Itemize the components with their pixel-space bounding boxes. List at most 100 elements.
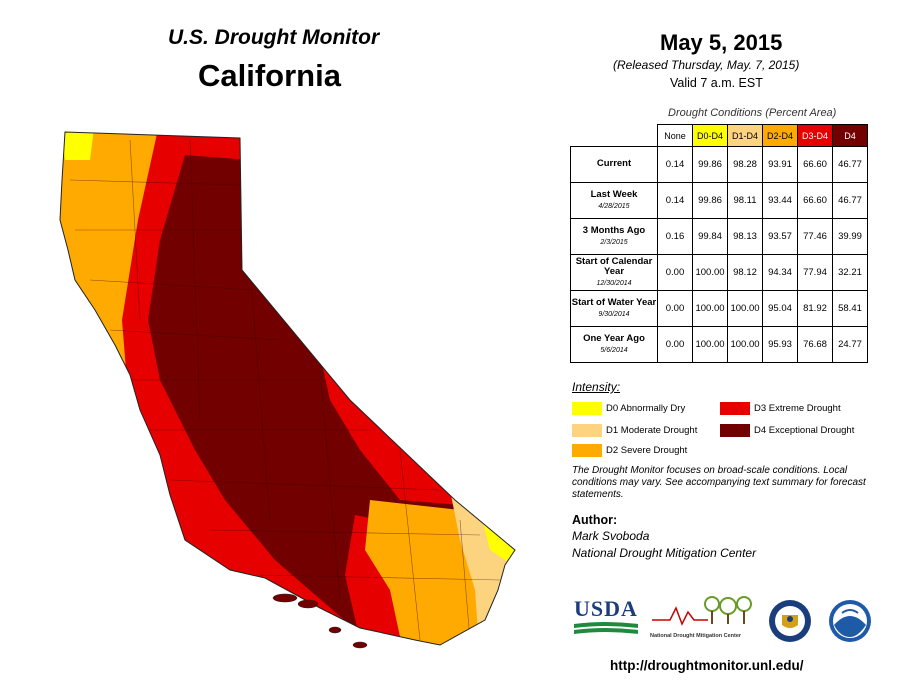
table-cell: 94.34 (762, 254, 798, 291)
usda-logo-text: USDA (574, 596, 638, 621)
table-caption: Drought Conditions (Percent Area) (668, 107, 837, 119)
legend-swatch (572, 402, 602, 415)
table-cell: 99.86 (692, 146, 728, 183)
legend-label: D3 Extreme Drought (754, 403, 841, 415)
legend-item-d0: D0 Abnormally Dry (572, 402, 685, 416)
table-cell: 93.57 (762, 218, 798, 255)
col-none: None (657, 124, 693, 147)
row-label: Start of Water Year (571, 296, 657, 308)
ndmc-logo-text: National Drought Mitigation Center (650, 633, 742, 639)
table-cell: 99.86 (692, 182, 728, 219)
table-cell: 0.00 (657, 326, 693, 363)
legend-title: Intensity: (572, 380, 621, 394)
noaa-logo-icon (829, 600, 871, 642)
release-date: (Released Thursday, May. 7, 2015) (613, 58, 800, 72)
table-cell: 32.21 (832, 254, 868, 291)
col-d4: D4 (832, 124, 868, 147)
state-title: California (198, 58, 341, 93)
table-row: One Year Ago 5/6/2014 0.00 100.00 100.00 … (570, 326, 868, 363)
row-label: Start of Calendar Year (575, 255, 653, 277)
row-label: Current (596, 157, 632, 169)
table-cell: 0.14 (657, 146, 693, 183)
table-cell: 98.12 (727, 254, 763, 291)
table-cell: 77.46 (797, 218, 833, 255)
channel-islands (272, 593, 368, 649)
table-cell: 98.28 (727, 146, 763, 183)
disclaimer-note: The Drought Monitor focuses on broad-sca… (572, 465, 866, 500)
legend-swatch (572, 424, 602, 437)
legend-item-d3: D3 Extreme Drought (720, 402, 841, 416)
table-cell: 100.00 (727, 326, 763, 363)
county-lines (69, 139, 501, 641)
legend-swatch (572, 444, 602, 457)
table-cell: 81.92 (797, 290, 833, 327)
table-row: Current 0.14 99.86 98.28 93.91 66.60 46.… (570, 146, 868, 183)
website-url[interactable]: http://droughtmonitor.unl.edu/ (610, 658, 804, 673)
table-row: Start of Calendar Year 12/30/2014 0.00 10… (570, 254, 868, 291)
table-cell: 93.44 (762, 182, 798, 219)
ndmc-trees-icon (652, 596, 752, 626)
author-org: National Drought Mitigation Center (572, 546, 757, 560)
row-date: 9/30/2014 (598, 310, 630, 318)
ndmc-logo: National Drought Mitigation Center (650, 594, 755, 642)
table-cell: 98.11 (727, 182, 763, 219)
table-cell: 100.00 (692, 254, 728, 291)
valid-time: Valid 7 a.m. EST (670, 76, 763, 90)
table-cell: 58.41 (832, 290, 868, 327)
table-cell: 66.60 (797, 182, 833, 219)
legend-label: D4 Exceptional Drought (754, 425, 855, 437)
table-cell: 0.14 (657, 182, 693, 219)
drought-conditions-table: None D0-D4 D1-D4 D2-D4 D3-D4 D4 Current … (570, 124, 868, 363)
table-cell: 39.99 (832, 218, 868, 255)
table-header-row: None D0-D4 D1-D4 D2-D4 D3-D4 D4 (571, 124, 868, 147)
table-cell: 76.68 (797, 326, 833, 363)
row-date: 4/28/2015 (598, 202, 630, 210)
usda-field-icon (574, 622, 638, 634)
table-cell: 93.91 (762, 146, 798, 183)
author-name: Mark Svoboda (572, 529, 650, 543)
usda-logo: USDA (574, 598, 638, 642)
table-cell: 0.00 (657, 254, 693, 291)
table-cell: 99.84 (692, 218, 728, 255)
table-cell: 46.77 (832, 182, 868, 219)
legend-swatch (720, 424, 750, 437)
col-d3-d4: D3-D4 (797, 124, 833, 147)
table-cell: 24.77 (832, 326, 868, 363)
table-row: 3 Months Ago 2/3/2015 0.16 99.84 98.13 93… (570, 218, 868, 255)
row-date: 5/6/2014 (600, 346, 628, 354)
california-drought-map (59, 131, 516, 649)
row-label: 3 Months Ago (582, 224, 646, 236)
row-date: 12/30/2014 (596, 279, 632, 287)
legend-item-d4: D4 Exceptional Drought (720, 424, 854, 438)
author-heading: Author: (572, 513, 618, 527)
table-cell: 95.93 (762, 326, 798, 363)
col-d2-d4: D2-D4 (762, 124, 798, 147)
col-d0-d4: D0-D4 (692, 124, 728, 147)
table-cell: 77.94 (797, 254, 833, 291)
table-cell: 100.00 (692, 326, 728, 363)
state-outline (59, 131, 516, 646)
table-row: Last Week 4/28/2015 0.14 99.86 98.11 93.4… (570, 182, 868, 219)
table-cell: 98.13 (727, 218, 763, 255)
table-cell: 100.00 (692, 290, 728, 327)
table-cell: 66.60 (797, 146, 833, 183)
table-cell: 100.00 (727, 290, 763, 327)
commerce-seal-icon (769, 600, 811, 642)
legend-item-d1: D1 Moderate Drought (572, 424, 697, 438)
map-date: May 5, 2015 (660, 30, 783, 55)
row-date: 2/3/2015 (600, 238, 628, 246)
legend-item-d2: D2 Severe Drought (572, 444, 687, 458)
d3-area-west (120, 132, 350, 640)
row-label: Last Week (590, 188, 638, 200)
table-cell: 95.04 (762, 290, 798, 327)
d0-area-north (60, 132, 95, 160)
table-row: Start of Water Year 9/30/2014 0.00 100.00… (570, 290, 868, 327)
table-cell: 46.77 (832, 146, 868, 183)
legend-swatch (720, 402, 750, 415)
table-cell: 0.00 (657, 290, 693, 327)
product-title: U.S. Drought Monitor (168, 26, 380, 49)
table-cell: 0.16 (657, 218, 693, 255)
col-d1-d4: D1-D4 (727, 124, 763, 147)
legend-label: D0 Abnormally Dry (606, 403, 686, 415)
row-label: One Year Ago (583, 332, 645, 344)
